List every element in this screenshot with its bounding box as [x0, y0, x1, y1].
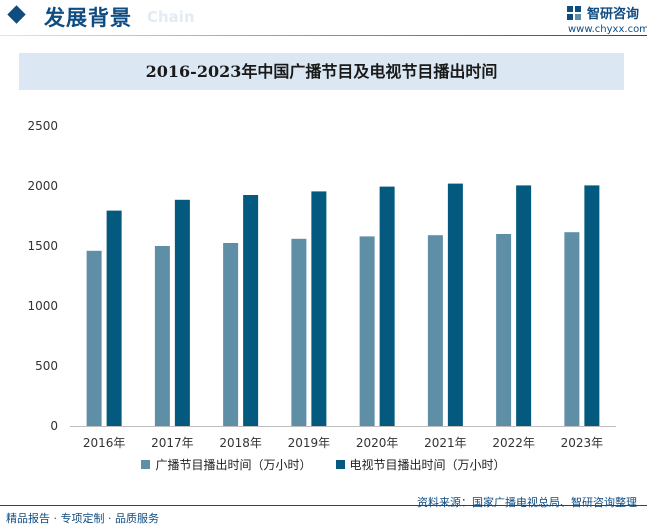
- x-tick-label: 2019年: [288, 436, 331, 450]
- chart-title-band: 2016-2023年中国广播节目及电视节目播出时间: [19, 53, 624, 90]
- brand-name: 智研咨询: [587, 7, 640, 22]
- bar-tv: [379, 186, 395, 426]
- bar-radio: [86, 250, 102, 426]
- section-title: 发展背景: [44, 6, 132, 30]
- bar-radio: [496, 234, 512, 426]
- x-tick-label: 2018年: [219, 436, 262, 450]
- legend-item-tv: 电视节目播出时间（万小时）: [335, 456, 506, 473]
- section-subtitle: Chain: [147, 8, 195, 26]
- y-tick-label: 1000: [27, 299, 58, 313]
- bar-tv: [311, 191, 327, 426]
- footer-divider: [0, 505, 647, 506]
- y-tick-label: 0: [50, 419, 58, 433]
- page-header: 发展背景 Chain 智研咨询 www.chyxx.com: [0, 0, 647, 35]
- x-tick-label: 2016年: [83, 436, 126, 450]
- brand-logo-icon: [567, 6, 581, 20]
- chart-title: 2016-2023年中国广播节目及电视节目播出时间: [145, 62, 498, 81]
- legend-swatch-radio: [141, 460, 151, 469]
- x-tick-label: 2020年: [356, 436, 399, 450]
- bar-radio: [359, 236, 375, 426]
- x-tick-label: 2023年: [561, 436, 604, 450]
- y-tick-label: 500: [35, 359, 58, 373]
- legend-label-tv: 电视节目播出时间（万小时）: [349, 458, 506, 472]
- x-tick-label: 2017年: [151, 436, 194, 450]
- legend-item-radio: 广播节目播出时间（万小时）: [141, 456, 312, 473]
- x-tick-label: 2021年: [424, 436, 467, 450]
- bar-chart: 0 500 1000 1500 2000 2500 2016年 2017年 2018年 2019年…: [27, 119, 616, 450]
- chart-legend: 广播节目播出时间（万小时） 电视节目播出时间（万小时）: [0, 456, 647, 473]
- footer-slogan: 精品报告 · 专项定制 · 品质服务: [6, 512, 159, 525]
- bar-tv: [516, 185, 532, 426]
- legend-swatch-tv: [335, 460, 345, 469]
- bar-tv: [447, 183, 463, 426]
- bar-radio: [154, 246, 170, 426]
- bar-tv: [106, 210, 122, 426]
- y-tick-label: 1500: [27, 239, 58, 253]
- bar-radio: [223, 243, 239, 426]
- bar-tv: [243, 195, 259, 426]
- y-tick-label: 2500: [27, 119, 58, 133]
- bar-radio: [427, 235, 443, 426]
- bar-tv: [584, 185, 600, 426]
- header-divider: [0, 35, 647, 36]
- bar-tv: [174, 199, 190, 426]
- brand-url: www.chyxx.com: [568, 24, 647, 35]
- y-tick-label: 2000: [27, 179, 58, 193]
- source-note: 资料来源：国家广播电视总局、智研咨询整理: [417, 496, 637, 509]
- x-tick-label: 2022年: [492, 436, 535, 450]
- legend-label-radio: 广播节目播出时间（万小时）: [155, 458, 312, 472]
- bar-radio: [291, 238, 307, 426]
- bar-radio: [564, 232, 580, 426]
